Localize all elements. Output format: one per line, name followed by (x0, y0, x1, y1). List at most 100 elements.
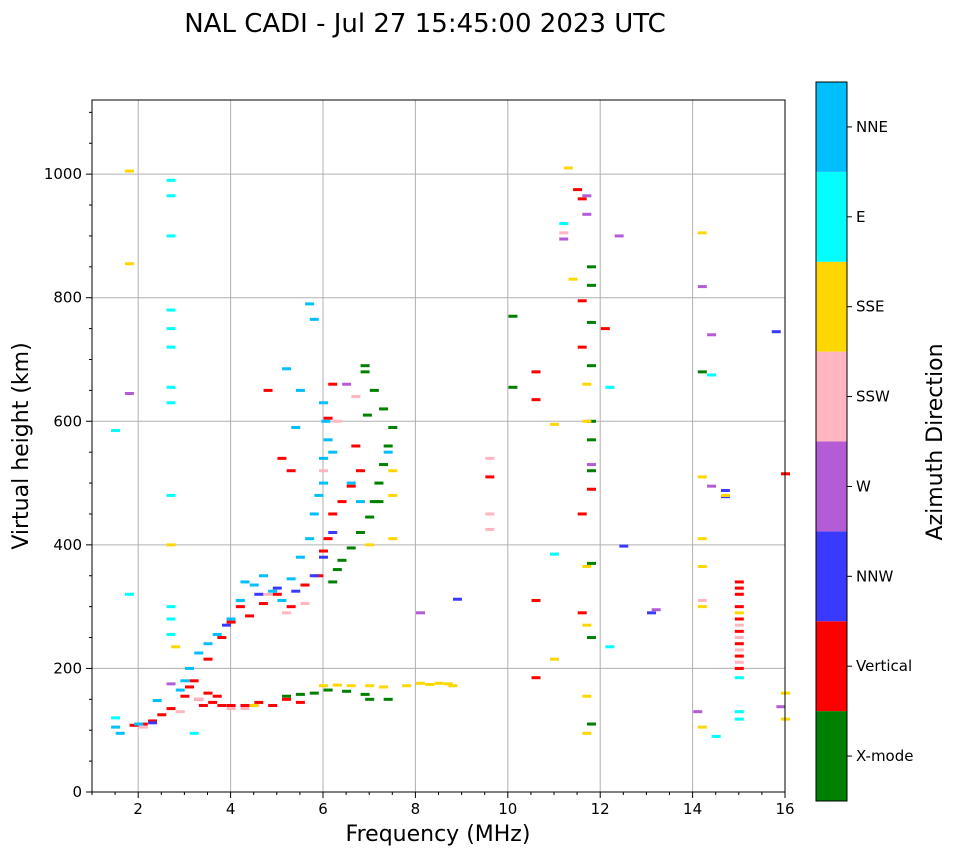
data-point-x-mode (586, 419, 596, 423)
colorbar-title: Azimuth Direction (923, 343, 948, 540)
data-point-vertical (323, 416, 333, 420)
data-point-e (734, 717, 744, 721)
data-point-vertical (282, 697, 292, 701)
data-point-sse (402, 684, 412, 688)
data-point-sse (332, 683, 342, 687)
data-point-w (582, 212, 592, 216)
data-point-e (166, 178, 176, 182)
y-tick-label: 1000 (44, 165, 82, 183)
data-point-vertical (531, 598, 541, 602)
data-point-vertical (734, 592, 744, 596)
data-point-x-mode (369, 388, 379, 392)
data-point-x-mode (369, 500, 379, 504)
grid-lines (92, 100, 786, 793)
y-tick-label: 600 (53, 412, 82, 430)
colorbar-swatch (816, 261, 847, 352)
data-point-nnw (319, 555, 328, 559)
data-point-vertical (189, 679, 199, 683)
data-point-e (166, 493, 176, 497)
data-point-ssw (485, 527, 495, 531)
data-point-x-mode (295, 692, 305, 696)
x-tick-label: 6 (318, 800, 328, 818)
data-point-nne (314, 493, 324, 497)
data-point-vertical (586, 487, 596, 491)
data-point-nne (282, 367, 292, 371)
x-tick-label: 14 (683, 800, 702, 818)
data-point-vertical (263, 388, 273, 392)
data-point-sse (697, 564, 707, 568)
data-point-x-mode (697, 370, 707, 374)
data-point-nne (152, 699, 162, 703)
data-point-nne (323, 438, 333, 442)
data-point-vertical (277, 456, 287, 460)
data-point-x-mode (365, 697, 375, 701)
colorbar: X-mode Vertical NNW W SSW SSE E NNE (816, 82, 913, 801)
data-point-e (166, 617, 176, 621)
colorbar-label: NNW (856, 567, 893, 585)
data-point-ssw (559, 231, 569, 235)
data-point-w (124, 391, 134, 395)
data-point-x-mode (360, 364, 370, 368)
data-point-sse (582, 419, 592, 423)
data-point-vertical (166, 707, 176, 711)
data-point-nne (295, 555, 305, 559)
data-point-ssw (300, 602, 310, 606)
data-point-ssw (734, 648, 744, 652)
data-point-x-mode (374, 481, 384, 485)
data-point-sse (568, 277, 578, 281)
data-point-ssw (319, 469, 328, 473)
data-point-vertical (323, 537, 333, 541)
data-point-nnw (619, 544, 629, 548)
data-point-sse (582, 623, 592, 627)
data-point-ssw (734, 623, 744, 627)
data-point-nne (383, 450, 393, 454)
data-point-e (124, 592, 134, 596)
x-tick-label: 2 (133, 800, 143, 818)
data-point-sse (697, 231, 707, 235)
data-point-sse (249, 704, 259, 707)
data-point-x-mode (586, 283, 596, 287)
data-point-x-mode (323, 688, 333, 692)
data-point-x-mode (586, 636, 596, 640)
data-point-nne (309, 512, 319, 516)
colorbar-label: Vertical (856, 657, 912, 675)
data-point-nne (328, 450, 338, 454)
chart-title: NAL CADI - Jul 27 15:45:00 2023 UTC (184, 9, 666, 39)
data-point-w (166, 682, 176, 686)
data-point-vertical (212, 694, 222, 698)
data-point-x-mode (586, 364, 596, 368)
data-point-e (166, 605, 176, 609)
data-point-e (111, 429, 121, 433)
data-point-ssw (734, 636, 744, 640)
data-point-sse (443, 682, 453, 686)
data-point-vertical (203, 657, 213, 661)
data-point-w (342, 382, 352, 386)
data-point-x-mode (388, 425, 398, 429)
data-point-ssw (240, 707, 250, 711)
data-point-vertical (531, 398, 541, 402)
data-point-nne (268, 589, 278, 593)
data-point-vertical (734, 642, 744, 646)
data-point-sse (448, 684, 458, 688)
data-point-nne (111, 725, 121, 729)
data-point-vertical (226, 620, 236, 624)
y-axis-label: Virtual height (km) (9, 342, 34, 549)
data-point-w (559, 237, 569, 241)
data-point-x-mode (379, 407, 389, 411)
data-point-w (697, 285, 707, 289)
data-point-e (707, 373, 717, 377)
y-tick-label: 0 (72, 783, 82, 801)
data-point-vertical (337, 500, 347, 504)
data-point-vertical (300, 583, 310, 587)
data-point-nne (175, 688, 185, 692)
data-point-vertical (286, 605, 296, 609)
data-point-nne (295, 388, 305, 392)
data-point-vertical (268, 704, 278, 707)
data-point-w (776, 705, 786, 709)
data-point-sse (582, 382, 592, 386)
y-tick-label: 400 (53, 536, 82, 554)
y-tick-label: 800 (53, 289, 82, 307)
data-point-sse (582, 694, 592, 698)
data-point-x-mode (355, 531, 365, 534)
data-point-ssw (734, 660, 744, 664)
